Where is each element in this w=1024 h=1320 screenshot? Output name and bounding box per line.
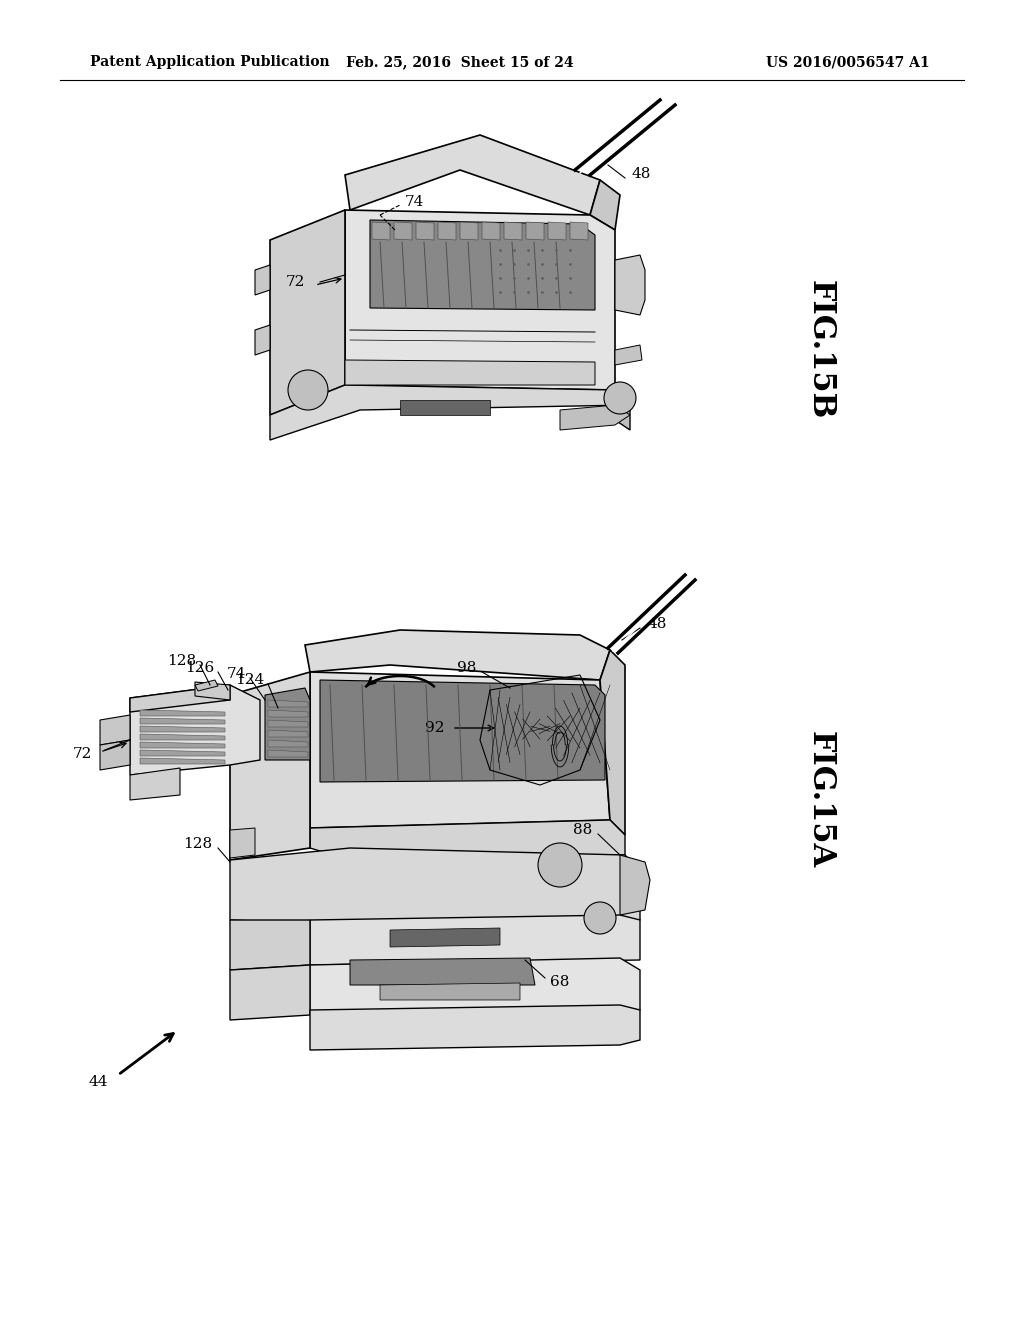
Polygon shape (140, 718, 225, 723)
Polygon shape (230, 920, 310, 970)
Polygon shape (570, 222, 588, 240)
Polygon shape (140, 734, 225, 741)
Text: FIG.15B: FIG.15B (805, 280, 836, 420)
Polygon shape (615, 255, 645, 315)
Text: FIG.15A: FIG.15A (805, 731, 836, 869)
Polygon shape (140, 758, 225, 764)
Text: 124: 124 (234, 673, 264, 686)
Polygon shape (600, 649, 625, 836)
Polygon shape (615, 345, 642, 366)
Text: 72: 72 (73, 747, 92, 762)
Text: 126: 126 (184, 661, 214, 675)
Polygon shape (394, 222, 412, 240)
Text: 68: 68 (550, 975, 569, 989)
Polygon shape (504, 222, 522, 240)
Polygon shape (265, 688, 310, 760)
Circle shape (288, 370, 328, 411)
Polygon shape (526, 222, 544, 240)
Polygon shape (140, 742, 225, 748)
Polygon shape (416, 222, 434, 240)
Polygon shape (268, 719, 308, 727)
Text: 72: 72 (286, 275, 305, 289)
Polygon shape (620, 855, 650, 915)
Polygon shape (270, 385, 630, 440)
Text: 128: 128 (183, 837, 212, 851)
Polygon shape (400, 400, 490, 414)
Polygon shape (345, 135, 600, 215)
Polygon shape (100, 741, 130, 770)
Text: 74: 74 (406, 195, 424, 209)
Polygon shape (560, 405, 630, 430)
Polygon shape (195, 680, 218, 690)
Polygon shape (100, 715, 130, 744)
Text: 88: 88 (572, 822, 592, 837)
Polygon shape (130, 685, 260, 775)
Polygon shape (230, 847, 640, 925)
Text: Feb. 25, 2016  Sheet 15 of 24: Feb. 25, 2016 Sheet 15 of 24 (346, 55, 573, 69)
Polygon shape (310, 915, 640, 965)
Text: Patent Application Publication: Patent Application Publication (90, 55, 330, 69)
Polygon shape (370, 220, 595, 310)
Polygon shape (310, 820, 625, 861)
Polygon shape (310, 958, 640, 1015)
Polygon shape (230, 965, 310, 1020)
Polygon shape (319, 680, 605, 781)
Text: 92: 92 (426, 721, 445, 735)
Polygon shape (255, 325, 270, 355)
Text: 44: 44 (88, 1074, 108, 1089)
Polygon shape (270, 210, 345, 414)
Polygon shape (372, 222, 390, 240)
Polygon shape (460, 222, 478, 240)
Text: 98: 98 (457, 661, 476, 675)
Circle shape (604, 381, 636, 414)
Polygon shape (310, 672, 610, 828)
Polygon shape (130, 685, 230, 711)
Polygon shape (268, 730, 308, 737)
Polygon shape (345, 360, 595, 385)
Polygon shape (140, 710, 225, 715)
Polygon shape (255, 265, 270, 294)
Polygon shape (268, 700, 308, 708)
Polygon shape (548, 222, 566, 240)
Text: 48: 48 (648, 616, 668, 631)
Polygon shape (230, 828, 255, 858)
Polygon shape (615, 389, 630, 430)
Polygon shape (438, 222, 456, 240)
Polygon shape (350, 958, 535, 985)
Polygon shape (310, 1005, 640, 1049)
Polygon shape (130, 768, 180, 800)
Polygon shape (345, 210, 615, 389)
Polygon shape (140, 726, 225, 733)
Polygon shape (482, 222, 500, 240)
Polygon shape (230, 672, 310, 861)
Text: 74: 74 (226, 667, 246, 681)
Polygon shape (390, 928, 500, 946)
Polygon shape (305, 630, 610, 680)
Text: 48: 48 (632, 168, 651, 181)
Polygon shape (268, 741, 308, 747)
Circle shape (584, 902, 616, 935)
Circle shape (538, 843, 582, 887)
Polygon shape (590, 180, 620, 230)
Polygon shape (380, 983, 520, 1001)
Polygon shape (268, 710, 308, 717)
Text: US 2016/0056547 A1: US 2016/0056547 A1 (766, 55, 930, 69)
Text: 128: 128 (167, 653, 196, 668)
Polygon shape (140, 750, 225, 756)
Polygon shape (268, 750, 308, 756)
Polygon shape (195, 682, 230, 700)
